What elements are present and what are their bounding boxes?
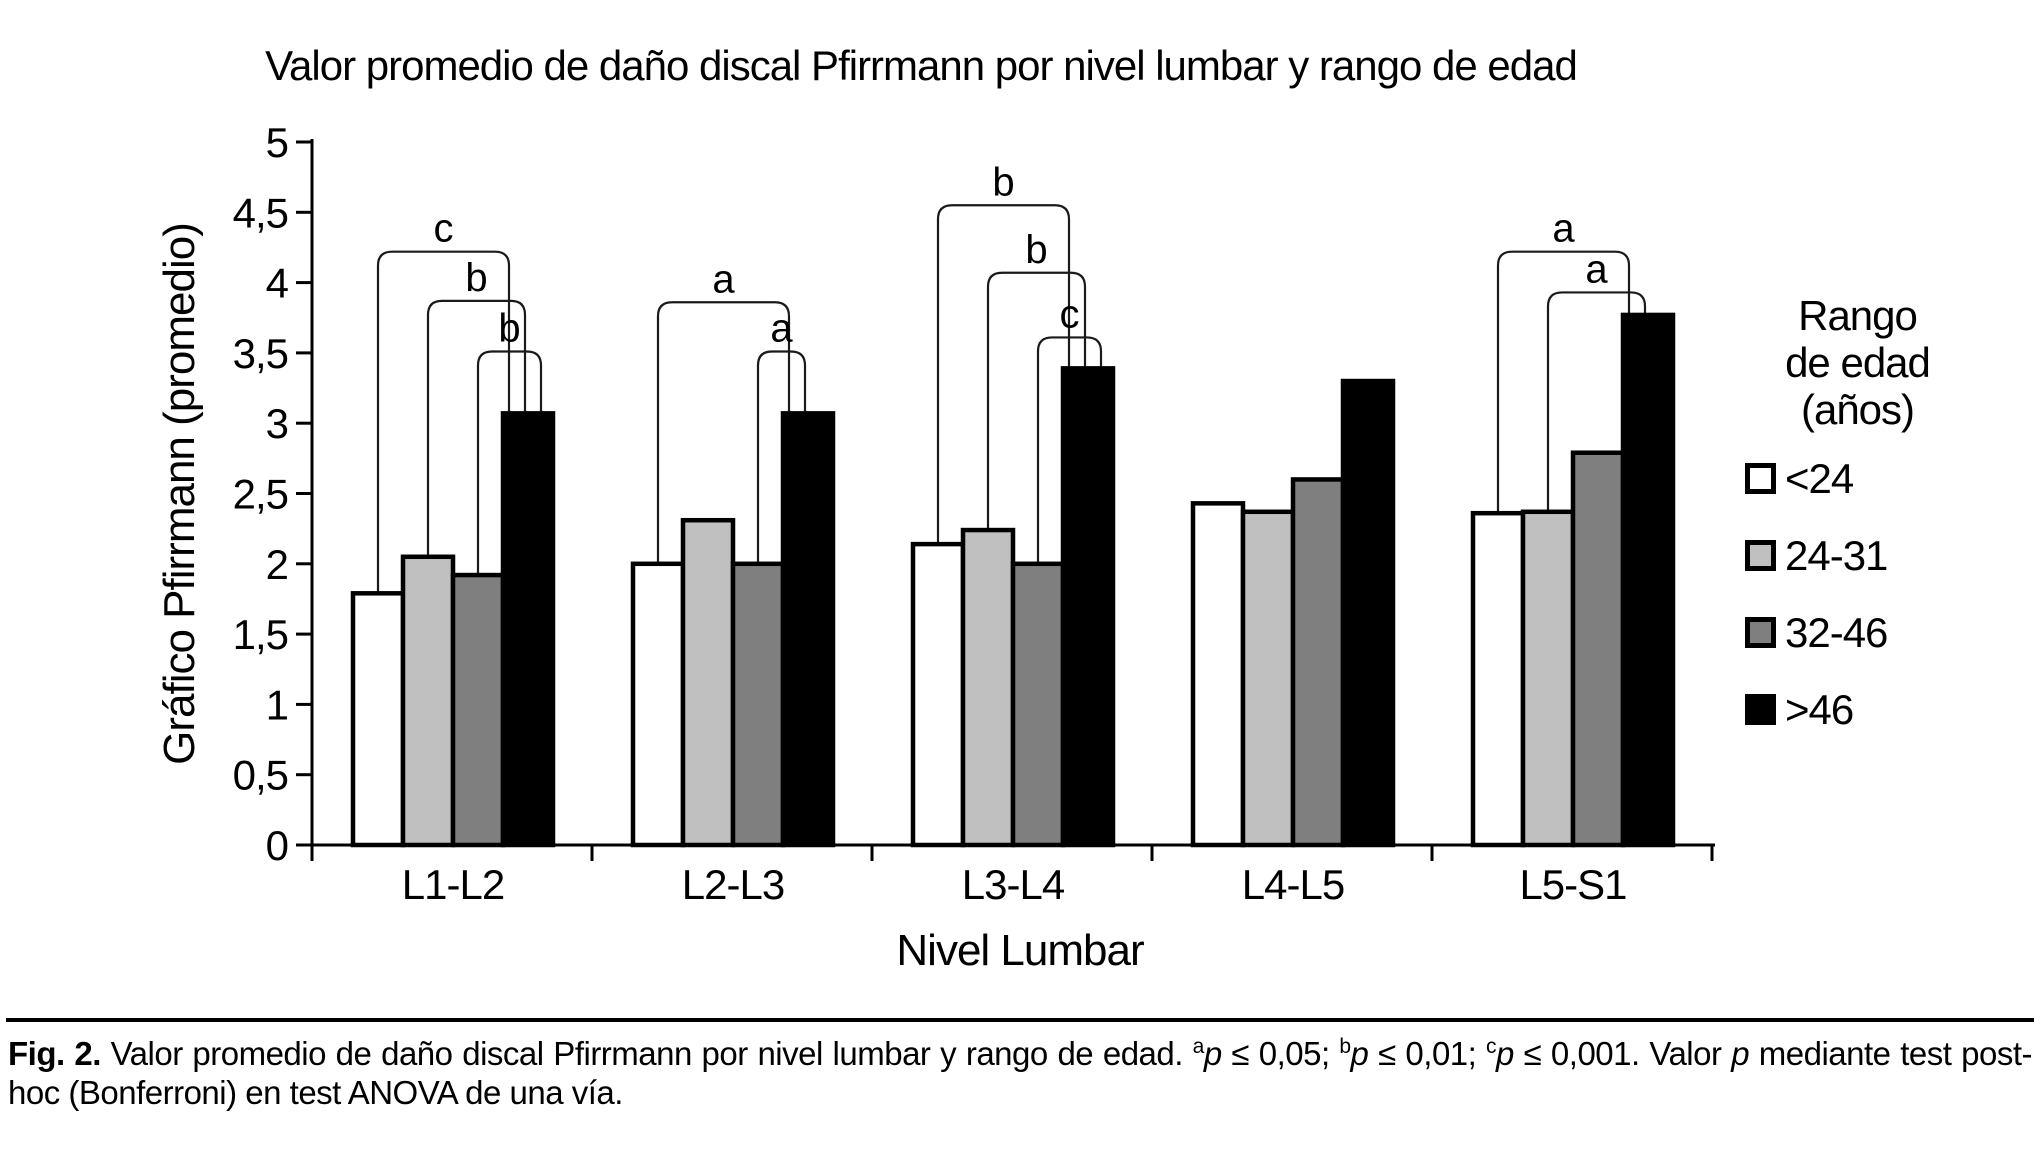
significance-bracket	[936, 204, 1071, 543]
y-tick-label: 4,5	[233, 189, 288, 236]
legend-item-label: 32-46	[1785, 608, 1888, 656]
legend-item-<24: <24	[1745, 455, 2035, 502]
significance-bracket	[1496, 250, 1631, 512]
bar-L1-L2-32-46	[450, 572, 506, 848]
y-tick-label: 0	[266, 822, 288, 869]
caption-text: p	[1731, 1035, 1750, 1072]
y-tick-label: 3	[266, 400, 288, 447]
bar-L5-S1-32-46	[1570, 450, 1626, 848]
y-tick-label: 2	[266, 541, 288, 588]
bar-L5-S1-24-31	[1520, 509, 1576, 848]
y-tick-label: 3,5	[233, 330, 288, 377]
legend-item->46: >46	[1745, 686, 2035, 733]
significance-label: a	[1552, 207, 1575, 251]
significance-bracket	[986, 271, 1087, 529]
significance-label: b	[498, 306, 520, 350]
bar-L2-L3-24-31	[680, 517, 736, 848]
significance-label: a	[712, 257, 735, 301]
significance-bracket	[756, 350, 807, 562]
caption-text: ≤ 0,05;	[1221, 1035, 1340, 1072]
bar-L4-L5-<24	[1190, 501, 1246, 848]
legend-item-32-46: 32-46	[1745, 609, 2035, 656]
significance-label: c	[434, 207, 454, 251]
y-tick-label: 4	[266, 260, 289, 307]
bar-L3-L4-<24	[910, 541, 966, 848]
bar-L1-L2->46	[500, 411, 556, 848]
caption-text: p	[1496, 1035, 1514, 1072]
legend-items: <24 24-31 32-46 >46	[1745, 455, 2035, 733]
bar-L3-L4-24-31	[960, 527, 1016, 848]
significance-label: a	[770, 306, 793, 350]
legend-title: Rango de edad (años)	[1785, 292, 1931, 433]
caption-text: a	[1192, 1035, 1205, 1058]
caption-divider	[6, 1018, 2034, 1022]
significance-label: b	[1025, 228, 1047, 272]
caption-text: c	[1486, 1035, 1497, 1058]
caption-text: mediante test post-hoc (Bonferroni) en t…	[8, 1035, 2033, 1111]
significance-label: b	[465, 256, 487, 300]
y-tick-label: 1	[266, 681, 288, 728]
legend-item-24-31: 24-31	[1745, 532, 2035, 579]
caption-text: p	[1203, 1035, 1222, 1072]
bar-L2-L3-32-46	[730, 561, 786, 848]
significance-bracket	[426, 299, 527, 555]
y-tick-label: 0,5	[233, 752, 288, 799]
legend-swatch	[1745, 463, 1776, 494]
chart-title: Valor promedio de daño discal Pfirrmann …	[265, 42, 1578, 89]
y-tick-label: 5	[266, 119, 288, 166]
caption-text: ≤ 0,001.	[1513, 1035, 1650, 1072]
y-tick-label: 2,5	[233, 471, 288, 518]
x-category-label: L2-L3	[682, 861, 784, 908]
caption-text: Fig. 2.	[8, 1035, 101, 1072]
bar-L4-L5-24-31	[1240, 509, 1296, 848]
bar-L1-L2-24-31	[400, 554, 456, 848]
legend-item-label: 24-31	[1785, 531, 1888, 579]
significance-label: c	[1060, 292, 1080, 336]
x-category-label: L1-L2	[402, 861, 504, 908]
y-tick-label: 1,5	[233, 611, 288, 658]
significance-label: b	[992, 160, 1014, 204]
legend-swatch	[1745, 694, 1776, 725]
legend-swatch	[1745, 617, 1776, 648]
caption-text: b	[1339, 1035, 1351, 1058]
significance-bracket	[376, 250, 511, 592]
x-axis-title: Nivel Lumbar	[896, 926, 1144, 975]
caption-text: ≤ 0,01;	[1368, 1035, 1487, 1072]
significance-bracket	[476, 350, 543, 574]
caption-text: p	[1350, 1035, 1369, 1072]
bar-L4-L5-32-46	[1290, 477, 1346, 848]
caption-text: Valor	[1649, 1035, 1732, 1072]
significance-bracket	[1546, 291, 1647, 510]
x-category-label: L4-L5	[1242, 861, 1344, 908]
significance-bracket	[656, 301, 791, 562]
figure-caption: Fig. 2. Valor promedio de daño discal Pf…	[8, 1034, 2033, 1112]
bar-L5-S1-<24	[1470, 510, 1526, 848]
bar-L3-L4-32-46	[1010, 561, 1066, 848]
bar-L5-S1->46	[1620, 312, 1676, 848]
legend-item-label: >46	[1785, 685, 1854, 733]
plot-area: 0 0,5 1 1,5 2 2,5 3 3,5 4 4,5 5 L1-L2 L2-L3 L3-L4 L4-L…	[233, 119, 1715, 908]
caption-text: Valor promedio de daño discal Pfirrmann …	[100, 1035, 1193, 1072]
legend: Rango de edad (años) <24 24-31 32-46 >46	[1745, 292, 2035, 771]
x-category-label: L3-L4	[962, 861, 1065, 908]
bar-L3-L4->46	[1060, 366, 1116, 848]
bar-L2-L3->46	[780, 411, 836, 848]
bar-L2-L3-<24	[630, 561, 686, 848]
bar-L4-L5->46	[1340, 378, 1396, 848]
legend-swatch	[1745, 540, 1776, 571]
significance-label: a	[1585, 247, 1608, 291]
legend-item-label: <24	[1785, 454, 1854, 502]
bar-L1-L2-<24	[350, 591, 406, 848]
x-category-label: L5-S1	[1519, 861, 1626, 908]
significance-bracket	[1036, 336, 1103, 562]
